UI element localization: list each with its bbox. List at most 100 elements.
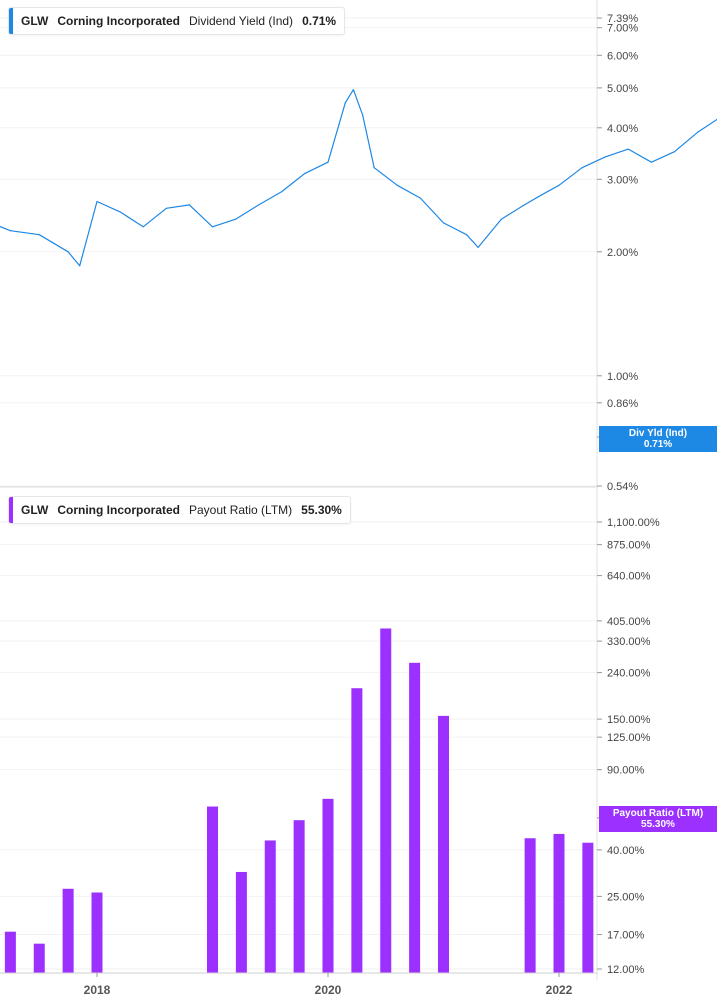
- top-legend-color-marker: [9, 8, 13, 34]
- line-point: [396, 184, 398, 186]
- top-y-axis: 7.39%7.00% 6.00% 5.00% 4.00% 3.00% 2.00% 1.00%…: [597, 13, 638, 493]
- payout-ratio-bar: [4, 931, 16, 973]
- payout-ratio-tag-value: 55.30%: [641, 819, 675, 830]
- bottom-legend-value: 55.30%: [301, 503, 342, 517]
- payout-ratio-bar: [293, 820, 305, 973]
- y-tick-label: 4.00%: [607, 123, 638, 135]
- y-tick-label: 1.00%: [607, 371, 638, 383]
- line-point: [235, 218, 237, 220]
- line-point: [96, 200, 98, 203]
- x-axis: 20182020202220242026: [84, 973, 573, 997]
- line-point: [523, 204, 525, 206]
- line-point: [38, 234, 40, 236]
- y-tick-label: 5.00%: [607, 83, 638, 95]
- line-point: [362, 114, 364, 116]
- payout-ratio-bar: [582, 842, 594, 973]
- y-tick-label: 1,100.00%: [607, 517, 660, 529]
- top-legend-ticker: GLW: [21, 14, 49, 28]
- dividend-yield-line: [0, 89, 717, 267]
- y-tick-label: 875.00%: [607, 540, 651, 552]
- y-tick-label: 25.00%: [607, 891, 645, 903]
- line-point: [466, 234, 468, 236]
- payout-ratio-bar: [438, 715, 449, 973]
- line-point: [258, 204, 260, 206]
- line-point: [281, 191, 283, 193]
- line-point: [352, 89, 355, 91]
- line-point: [541, 194, 543, 196]
- y-tick-label: 150.00%: [607, 714, 651, 726]
- y-tick-label: 125.00%: [607, 732, 651, 744]
- line-point: [119, 211, 121, 213]
- line-point: [304, 172, 306, 174]
- y-tick-label: 640.00%: [607, 571, 651, 583]
- y-tick-label: 40.00%: [607, 845, 645, 857]
- payout-ratio-bar: [409, 662, 421, 973]
- line-point: [373, 167, 375, 169]
- line-point: [650, 161, 653, 163]
- y-tick-label: 2.00%: [607, 247, 638, 259]
- y-tick-label: 0.86%: [607, 398, 638, 410]
- line-point: [344, 102, 346, 104]
- payout-ratio-bar: [62, 888, 74, 973]
- bottom-legend-color-marker: [9, 497, 13, 523]
- payout-ratio-bar: [207, 806, 218, 973]
- line-point: [211, 226, 214, 228]
- top-legend: GLW Corning Incorporated Dividend Yield …: [8, 7, 346, 35]
- line-point: [9, 230, 11, 232]
- payout-ratio-bar: [235, 871, 247, 973]
- y-tick-label: 240.00%: [607, 668, 651, 680]
- div-yield-tag-value: 0.71%: [643, 439, 673, 450]
- payout-ratio-tag-label: Payout Ratio (LTM): [612, 808, 704, 819]
- line-point: [188, 204, 190, 206]
- top-legend-company: Corning Incorporated: [57, 14, 180, 28]
- line-point: [477, 246, 479, 248]
- y-tick-label: 7.00%: [607, 23, 638, 35]
- line-point: [79, 265, 81, 267]
- y-tick-label: 17.00%: [607, 930, 645, 942]
- x-tick-label: 2020: [315, 983, 342, 997]
- payout-ratio-bar: [553, 833, 565, 973]
- bottom-legend: GLW Corning Incorporated Payout Ratio (L…: [8, 496, 351, 524]
- line-point: [442, 222, 445, 224]
- top-legend-value: 0.71%: [302, 14, 337, 28]
- top-legend-metric: Dividend Yield (Ind): [189, 14, 294, 28]
- div-yield-tag-label: Div Yld (Ind): [628, 428, 688, 439]
- line-point: [419, 197, 421, 199]
- payout-ratio-bar: [264, 840, 276, 973]
- x-tick-label: 2018: [84, 983, 111, 997]
- y-tick-label: 12.00%: [607, 964, 645, 976]
- x-tick-label: 2022: [546, 983, 573, 997]
- line-point: [581, 167, 583, 169]
- y-tick-label: 0.54%: [607, 481, 638, 493]
- bottom-legend-metric: Payout Ratio (LTM): [189, 503, 293, 517]
- line-point: [165, 207, 167, 209]
- line-point: [142, 226, 144, 228]
- line-point: [327, 161, 329, 163]
- payout-ratio-bar: [91, 892, 103, 973]
- y-tick-label: 3.00%: [607, 174, 638, 186]
- dividend-yield-line-series: [0, 89, 717, 267]
- payout-ratio-current-tag: Payout Ratio (LTM) 55.30%: [599, 806, 717, 832]
- bottom-legend-company: Corning Incorporated: [57, 503, 180, 517]
- div-yield-current-tag: Div Yld (Ind) 0.71%: [599, 426, 717, 452]
- payout-ratio-bar: [322, 798, 334, 973]
- payout-ratio-bar: [524, 838, 536, 973]
- line-point: [697, 131, 699, 133]
- line-point: [673, 151, 676, 153]
- bottom-legend-ticker: GLW: [21, 503, 49, 517]
- y-tick-label: 6.00%: [607, 50, 638, 62]
- top-panel-grid: [0, 17, 597, 487]
- line-point: [604, 156, 606, 158]
- payout-ratio-bar: [351, 688, 363, 973]
- y-tick-label: 7.39%: [607, 13, 638, 25]
- y-tick-label: 330.00%: [607, 636, 651, 648]
- payout-ratio-bar-series: [0, 628, 597, 974]
- y-tick-label: 90.00%: [607, 765, 645, 777]
- y-tick-label: 405.00%: [607, 616, 651, 628]
- bottom-y-axis: 1,100.00% 875.00% 640.00% 405.00% 330.00% 240…: [597, 517, 660, 976]
- line-point: [67, 251, 69, 253]
- payout-ratio-bar: [380, 628, 392, 973]
- line-point: [627, 148, 629, 150]
- payout-ratio-bar: [33, 943, 45, 973]
